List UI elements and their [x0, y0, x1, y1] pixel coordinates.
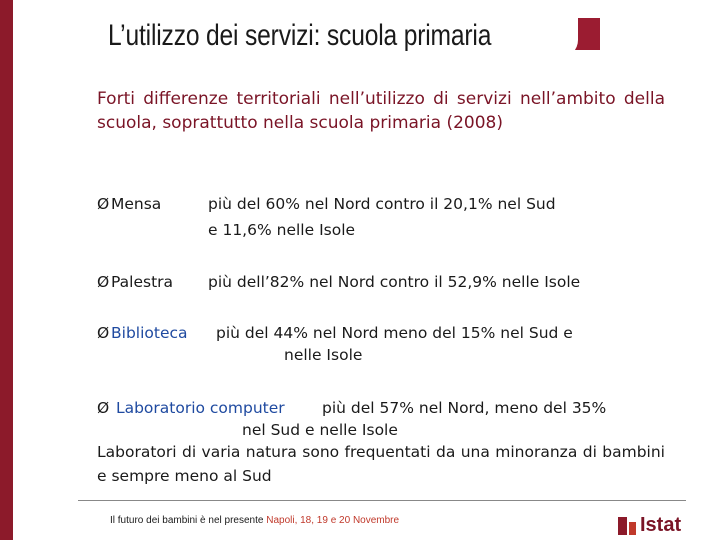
logo-wordmark: Istat: [640, 514, 682, 536]
item-mensa-desc-2: e 11,6% nelle Isole: [208, 221, 356, 239]
footer-caption: Il futuro dei bambini è nel presente Nap…: [110, 515, 399, 526]
istat-logo: Istat: [618, 511, 681, 535]
item-laboratorio-desc-2: nel Sud e nelle Isole: [242, 421, 398, 439]
item-label: Mensa: [111, 195, 162, 213]
item-label: Palestra: [111, 273, 174, 291]
title-background: [13, 8, 578, 58]
arrow-bullet-icon: Ø: [97, 195, 110, 213]
item-mensa: Ø Mensa: [97, 192, 161, 216]
lead-paragraph: Forti differenze territoriali nell’utili…: [97, 89, 665, 133]
slide-title: L’utilizzo dei servizi: scuola primaria: [108, 19, 492, 52]
closing-paragraph: Laboratori di varia natura sono frequent…: [97, 443, 665, 485]
arrow-bullet-icon: Ø: [97, 273, 110, 291]
item-biblioteca: Ø Biblioteca: [97, 321, 188, 345]
logo-square-small-icon: [629, 522, 636, 535]
arrow-bullet-icon: Ø: [97, 324, 110, 342]
item-biblioteca-desc-2: nelle Isole: [284, 346, 363, 364]
logo-square-icon: [618, 517, 627, 535]
item-label: Biblioteca: [111, 324, 188, 342]
item-laboratorio-desc-1: più del 57% nel Nord, meno del 35%: [322, 399, 607, 417]
footer-divider: [78, 500, 686, 501]
item-laboratorio: Ø Laboratorio computer: [97, 396, 285, 420]
arrow-bullet-icon: Ø: [97, 399, 110, 417]
item-palestra-desc: più dell’82% nel Nord contro il 52,9% ne…: [208, 273, 581, 291]
item-biblioteca-desc-1: più del 44% nel Nord meno del 15% nel Su…: [216, 324, 573, 342]
footer-event: Napoli, 18, 19 e 20 Novembre: [266, 515, 400, 526]
footer-text: Il futuro dei bambini è nel presente: [110, 515, 264, 526]
item-palestra: Ø Palestra: [97, 270, 173, 294]
item-label: Laboratorio computer: [115, 399, 285, 417]
left-accent-bar: [0, 0, 13, 540]
item-mensa-desc-1: più del 60% nel Nord contro il 20,1% nel…: [208, 195, 556, 213]
